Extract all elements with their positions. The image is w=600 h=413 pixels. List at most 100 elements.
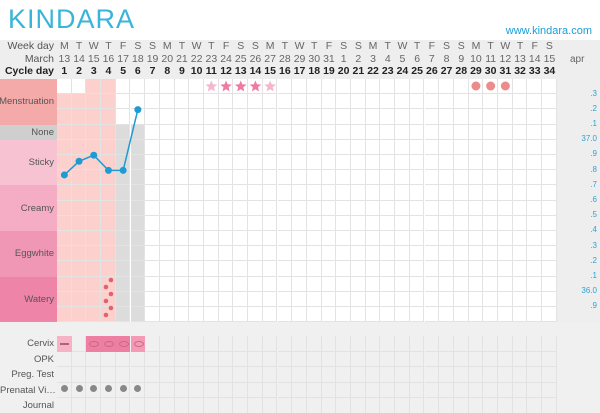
chart-cell[interactable] — [145, 200, 160, 216]
bottom-cell[interactable] — [101, 382, 116, 398]
bottom-cell[interactable] — [424, 351, 440, 367]
chart-cell[interactable] — [365, 215, 381, 231]
chart-cell[interactable] — [189, 94, 204, 110]
chart-cell[interactable] — [380, 155, 396, 171]
bottom-cell[interactable] — [145, 336, 160, 352]
bottom-cell[interactable] — [336, 398, 351, 413]
chart-cell[interactable] — [542, 124, 557, 140]
chart-cell[interactable] — [365, 79, 381, 95]
cycle-day-cell[interactable]: 34 — [543, 65, 556, 77]
chart-cell[interactable] — [395, 200, 410, 216]
cycle-day-cell[interactable]: 27 — [440, 65, 453, 77]
chart-cell[interactable] — [292, 276, 307, 292]
chart-cell[interactable] — [483, 307, 498, 323]
chart-cell[interactable] — [336, 94, 351, 110]
chart-cell[interactable] — [498, 261, 513, 277]
bottom-cell[interactable] — [277, 398, 293, 413]
chart-cell[interactable] — [277, 246, 293, 262]
chart-cell[interactable] — [292, 215, 307, 231]
chart-cell[interactable] — [204, 185, 219, 201]
bottom-cell[interactable] — [365, 351, 381, 367]
chart-cell[interactable] — [439, 246, 454, 262]
chart-cell[interactable] — [395, 124, 410, 140]
bottom-cell[interactable] — [71, 351, 87, 367]
chart-cell[interactable] — [277, 291, 293, 307]
bottom-cell[interactable] — [115, 351, 131, 367]
chart-cell[interactable] — [365, 307, 381, 323]
bottom-cell[interactable] — [351, 382, 366, 398]
chart-cell[interactable] — [277, 215, 293, 231]
chart-cell[interactable] — [336, 139, 351, 155]
chart-cell[interactable] — [292, 307, 307, 323]
chart-cell[interactable] — [86, 307, 102, 323]
bottom-cell[interactable] — [498, 382, 513, 398]
bottom-cell[interactable] — [395, 351, 410, 367]
chart-cell[interactable] — [306, 261, 322, 277]
bottom-cell[interactable] — [248, 336, 263, 352]
chart-cell[interactable] — [101, 185, 116, 201]
bottom-cell[interactable] — [159, 336, 175, 352]
chart-cell[interactable] — [115, 200, 131, 216]
chart-cell[interactable] — [409, 185, 425, 201]
chart-cell[interactable] — [130, 185, 146, 201]
bottom-cell[interactable] — [424, 367, 440, 383]
chart-cell[interactable] — [365, 261, 381, 277]
chart-cell[interactable] — [292, 291, 307, 307]
chart-cell[interactable] — [409, 291, 425, 307]
chart-cell[interactable] — [351, 124, 366, 140]
chart-cell[interactable] — [277, 155, 293, 171]
chart-cell[interactable] — [71, 94, 87, 110]
chart-cell[interactable] — [527, 291, 543, 307]
chart-cell[interactable] — [189, 124, 204, 140]
bottom-cell[interactable] — [527, 351, 543, 367]
chart-cell[interactable] — [321, 246, 337, 262]
bottom-cell[interactable] — [512, 351, 528, 367]
chart-cell[interactable] — [233, 261, 249, 277]
chart-cell[interactable] — [306, 246, 322, 262]
bottom-cell[interactable] — [130, 367, 146, 383]
chart-cell[interactable] — [512, 246, 528, 262]
chart-cell[interactable] — [101, 215, 116, 231]
chart-cell[interactable] — [483, 291, 498, 307]
chart-cell[interactable] — [71, 79, 87, 95]
chart-cell[interactable] — [468, 261, 484, 277]
cycle-day-cell[interactable]: 1 — [61, 65, 68, 77]
chart-cell[interactable] — [409, 276, 425, 292]
chart-cell[interactable] — [483, 246, 498, 262]
chart-cell[interactable] — [453, 124, 469, 140]
chart-cell[interactable] — [159, 124, 175, 140]
chart-cell[interactable] — [115, 261, 131, 277]
chart-cell[interactable] — [248, 231, 263, 247]
chart-cell[interactable] — [277, 124, 293, 140]
chart-cell[interactable] — [86, 231, 102, 247]
chart-cell[interactable] — [498, 94, 513, 110]
chart-cell[interactable] — [498, 276, 513, 292]
bottom-cell[interactable] — [351, 336, 366, 352]
chart-cell[interactable] — [380, 307, 396, 323]
chart-cell[interactable] — [71, 231, 87, 247]
chart-cell[interactable] — [380, 200, 396, 216]
chart-cell[interactable] — [233, 185, 249, 201]
chart-cell[interactable] — [71, 109, 87, 125]
bottom-cell[interactable] — [218, 367, 234, 383]
chart-cell[interactable] — [71, 170, 87, 186]
chart-cell[interactable] — [365, 155, 381, 171]
chart-cell[interactable] — [159, 170, 175, 186]
chart-cell[interactable] — [468, 291, 484, 307]
bottom-cell[interactable] — [380, 336, 396, 352]
chart-cell[interactable] — [336, 200, 351, 216]
chart-cell[interactable] — [453, 139, 469, 155]
chart-cell[interactable] — [218, 109, 234, 125]
chart-cell[interactable] — [159, 291, 175, 307]
chart-cell[interactable] — [439, 124, 454, 140]
chart-cell[interactable] — [204, 155, 219, 171]
bottom-cell[interactable] — [380, 367, 396, 383]
bottom-cell[interactable] — [248, 382, 263, 398]
chart-cell[interactable] — [351, 94, 366, 110]
chart-cell[interactable] — [542, 231, 557, 247]
chart-cell[interactable] — [527, 200, 543, 216]
chart-cell[interactable] — [395, 246, 410, 262]
chart-cell[interactable] — [542, 94, 557, 110]
chart-cell[interactable] — [145, 139, 160, 155]
bottom-cell[interactable] — [57, 398, 72, 413]
